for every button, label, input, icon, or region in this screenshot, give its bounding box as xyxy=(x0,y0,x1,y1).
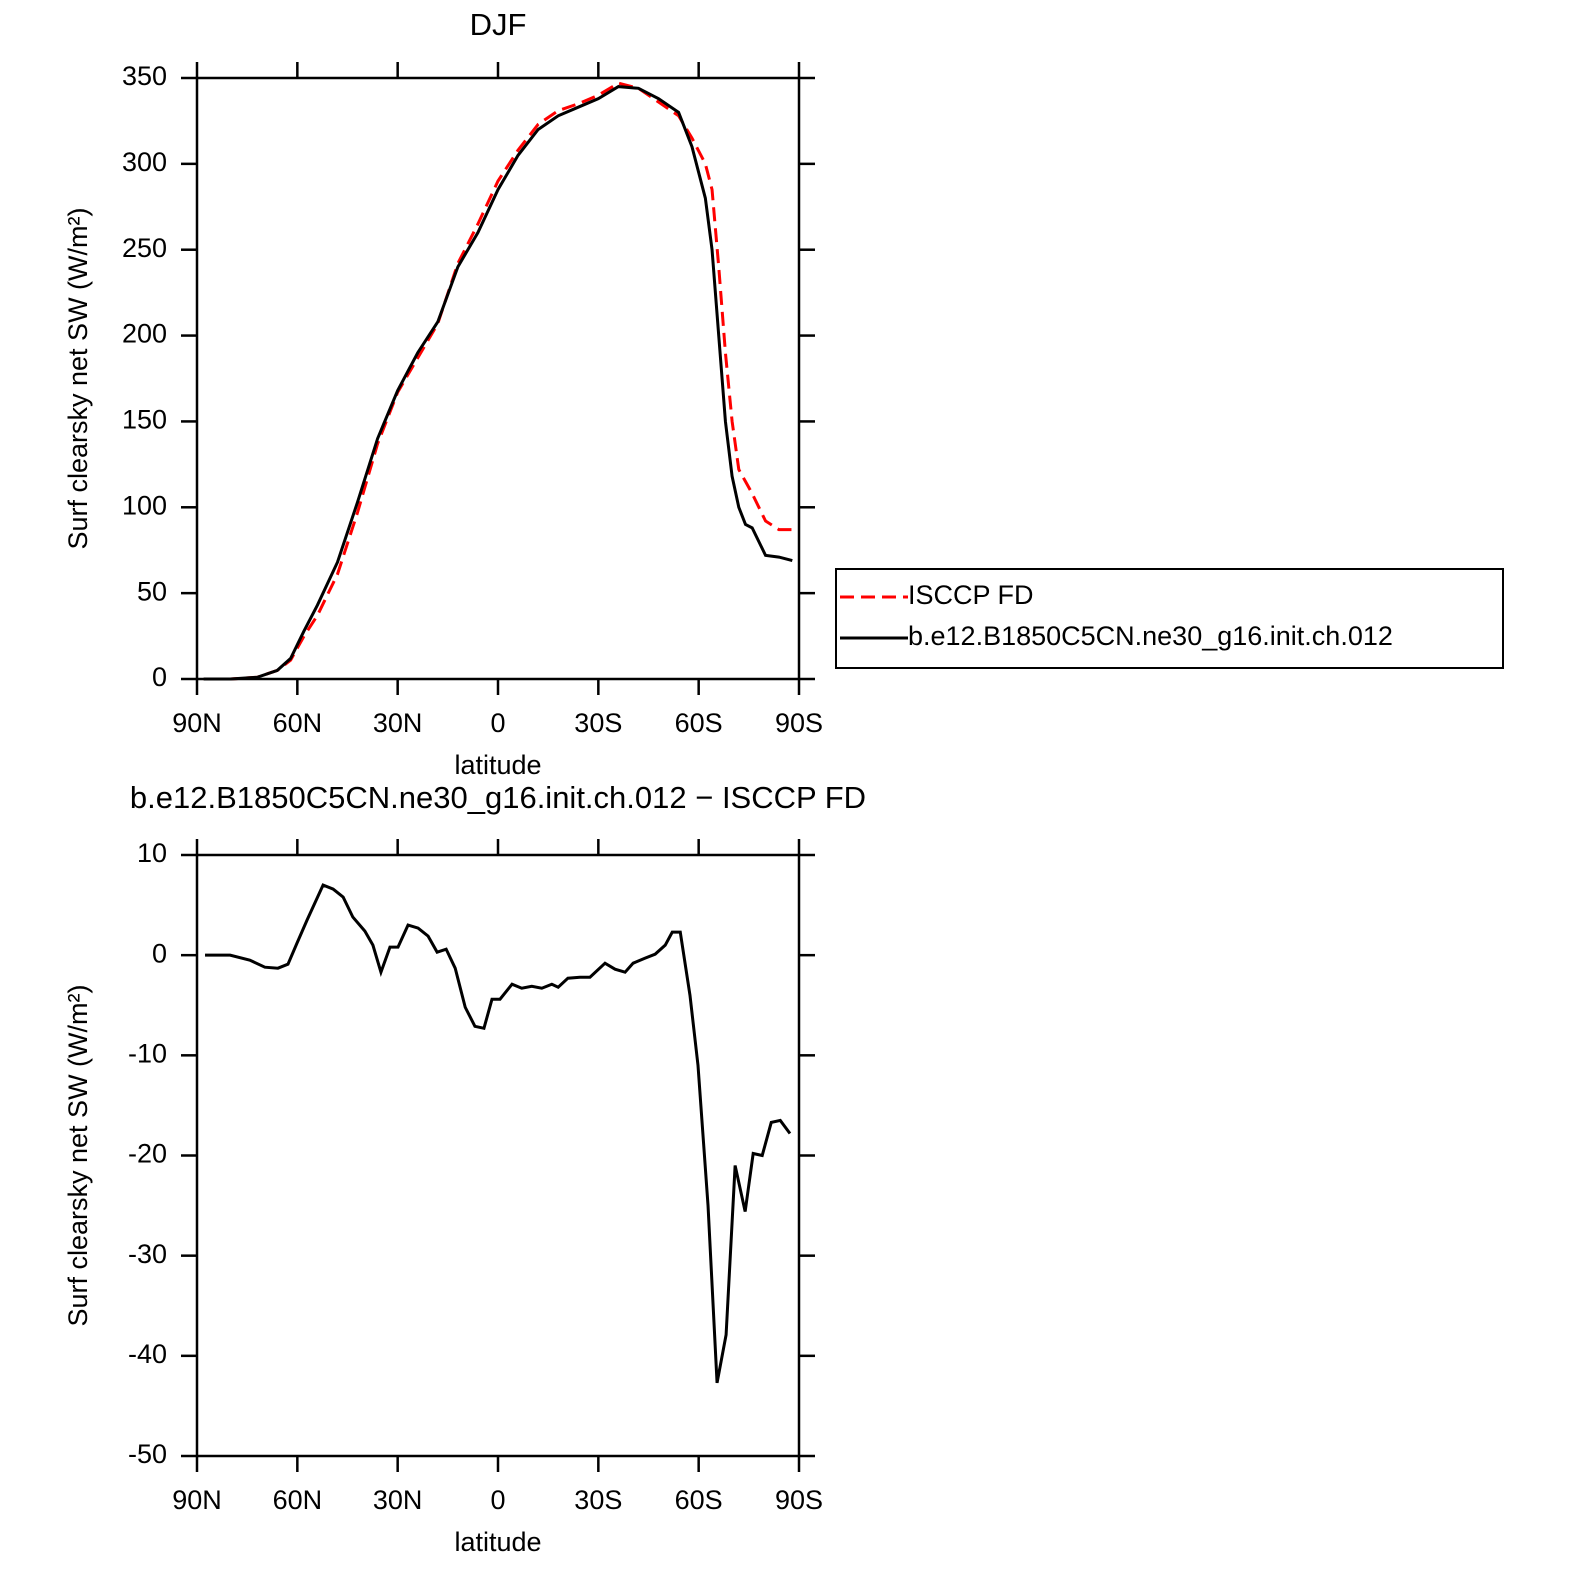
legend-box xyxy=(835,568,1504,669)
y-tick-label: 0 xyxy=(152,662,167,692)
y-tick-label: 100 xyxy=(122,490,167,520)
x-tick-label: 90N xyxy=(172,1485,222,1515)
legend-label: ISCCP FD xyxy=(908,580,1034,610)
x-tick-label: 60N xyxy=(273,1485,323,1515)
x-tick-label: 90S xyxy=(775,1485,823,1515)
chart-title: b.e12.B1850C5CN.ne30_g16.init.ch.012 − I… xyxy=(130,780,866,815)
y-tick-label: -50 xyxy=(128,1439,167,1469)
y-tick-label: 150 xyxy=(122,405,167,435)
y-tick-label: 50 xyxy=(137,576,167,606)
x-tick-label: 90S xyxy=(775,708,823,738)
y-tick-label: 350 xyxy=(122,61,167,91)
data-line xyxy=(203,81,793,681)
x-axis-label: latitude xyxy=(454,1527,541,1557)
x-tick-label: 0 xyxy=(490,1485,505,1515)
legend-label: b.e12.B1850C5CN.ne30_g16.init.ch.012 xyxy=(908,621,1393,651)
y-axis-label: Surf clearsky net SW (W/m²) xyxy=(63,984,93,1326)
chart-title: DJF xyxy=(470,7,527,42)
y-tick-label: 10 xyxy=(137,838,167,868)
data-line xyxy=(203,85,793,681)
x-tick-label: 0 xyxy=(490,708,505,738)
plot-frame xyxy=(195,76,801,681)
y-tick-label: -40 xyxy=(128,1339,167,1369)
x-tick-label: 30N xyxy=(373,1485,423,1515)
y-tick-label: -10 xyxy=(128,1038,167,1068)
y-tick-label: 0 xyxy=(152,938,167,968)
plot-frame xyxy=(195,853,801,1458)
data-line xyxy=(205,883,792,1384)
y-tick-label: -30 xyxy=(128,1239,167,1269)
x-tick-label: 60S xyxy=(675,1485,723,1515)
x-tick-label: 90N xyxy=(172,708,222,738)
y-tick-label: -20 xyxy=(128,1139,167,1169)
y-tick-label: 300 xyxy=(122,147,167,177)
x-tick-label: 60N xyxy=(273,708,323,738)
x-tick-label: 60S xyxy=(675,708,723,738)
x-tick-label: 30S xyxy=(574,1485,622,1515)
x-tick-label: 30S xyxy=(574,708,622,738)
y-axis-label: Surf clearsky net SW (W/m²) xyxy=(63,207,93,549)
y-tick-label: 250 xyxy=(122,233,167,263)
x-tick-label: 30N xyxy=(373,708,423,738)
x-axis-label: latitude xyxy=(454,750,541,780)
y-tick-label: 200 xyxy=(122,319,167,349)
